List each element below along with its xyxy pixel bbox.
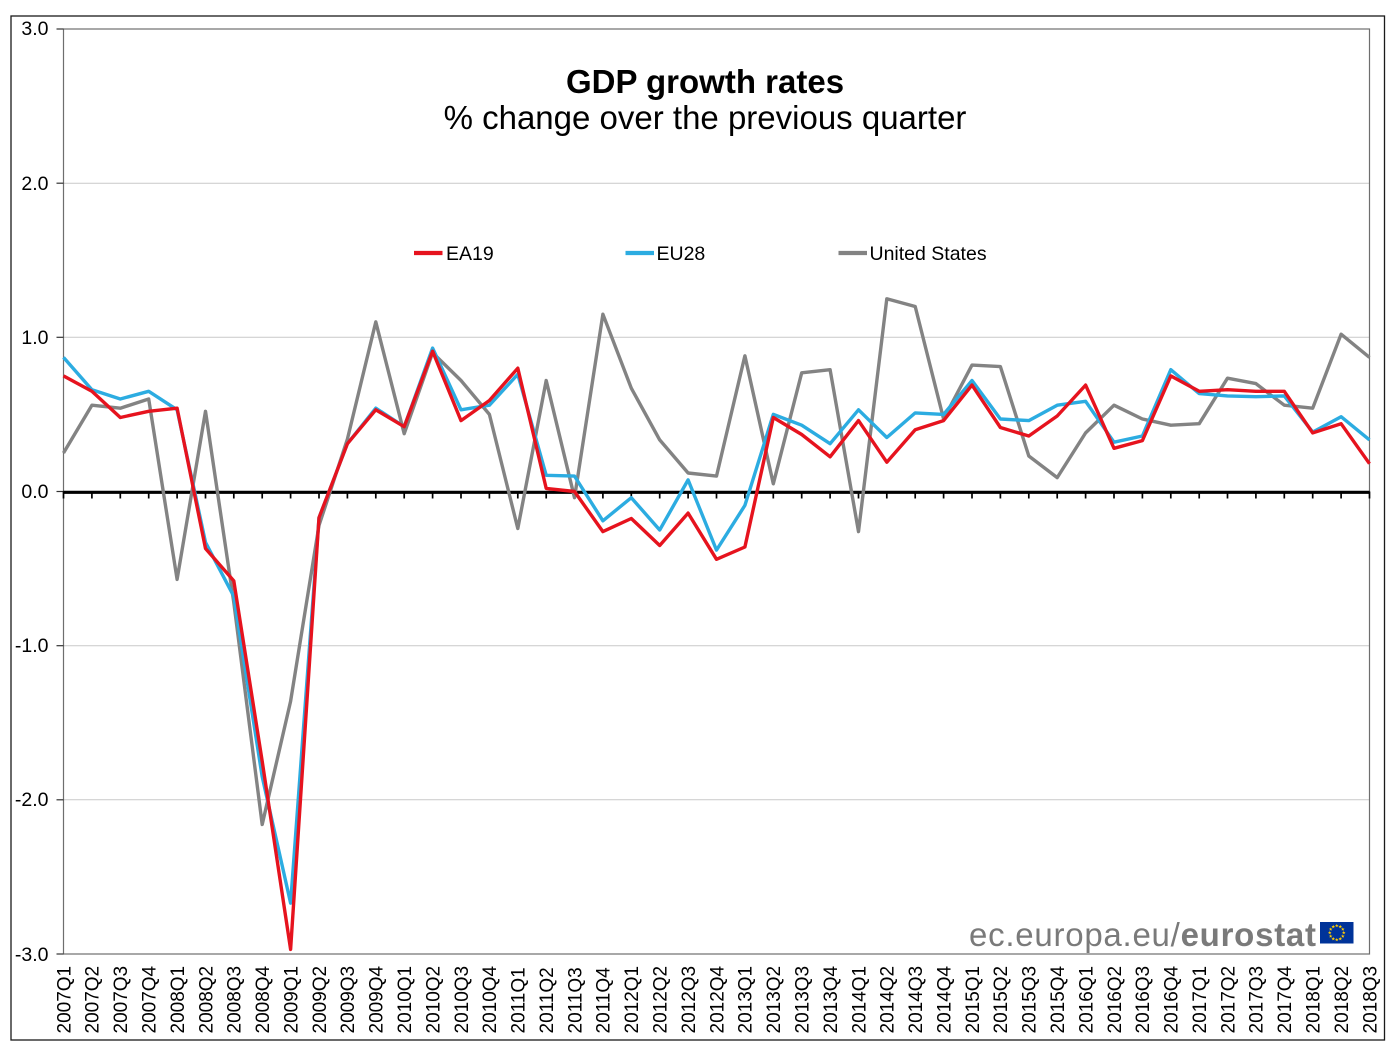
svg-text:2007Q1: 2007Q1 (54, 966, 75, 1034)
svg-text:-1.0: -1.0 (15, 635, 49, 657)
svg-text:2017Q1: 2017Q1 (1190, 966, 1211, 1034)
svg-text:2008Q1: 2008Q1 (168, 966, 189, 1034)
svg-text:2013Q2: 2013Q2 (764, 966, 785, 1034)
svg-text:2017Q2: 2017Q2 (1218, 966, 1239, 1034)
svg-text:2.0: 2.0 (21, 173, 48, 195)
svg-text:2009Q1: 2009Q1 (281, 966, 302, 1034)
svg-text:2018Q1: 2018Q1 (1304, 966, 1325, 1034)
svg-text:2010Q3: 2010Q3 (452, 966, 473, 1034)
svg-text:-3.0: -3.0 (15, 944, 49, 966)
svg-text:2017Q3: 2017Q3 (1247, 966, 1268, 1034)
svg-text:2016Q2: 2016Q2 (1105, 966, 1126, 1034)
svg-text:1.0: 1.0 (21, 327, 48, 349)
svg-text:2008Q4: 2008Q4 (253, 965, 274, 1033)
svg-text:2015Q3: 2015Q3 (1020, 966, 1041, 1034)
svg-text:2007Q3: 2007Q3 (111, 966, 132, 1034)
svg-text:2014Q1: 2014Q1 (849, 966, 870, 1034)
svg-text:2010Q4: 2010Q4 (480, 965, 501, 1033)
svg-text:ec.europa.eu/eurostat: ec.europa.eu/eurostat (969, 916, 1317, 953)
svg-text:2013Q4: 2013Q4 (821, 965, 842, 1033)
svg-text:2007Q4: 2007Q4 (140, 965, 161, 1033)
svg-text:2016Q4: 2016Q4 (1162, 965, 1183, 1033)
svg-text:2018Q3: 2018Q3 (1360, 966, 1381, 1034)
svg-text:2014Q4: 2014Q4 (934, 965, 955, 1033)
svg-text:2007Q2: 2007Q2 (83, 966, 104, 1034)
svg-text:GDP growth rates: GDP growth rates (566, 63, 844, 100)
svg-text:3.0: 3.0 (21, 18, 48, 40)
svg-text:2008Q3: 2008Q3 (225, 966, 246, 1034)
svg-text:2013Q1: 2013Q1 (736, 966, 757, 1034)
svg-text:2011Q4: 2011Q4 (594, 967, 615, 1034)
svg-text:2008Q2: 2008Q2 (196, 966, 217, 1034)
svg-text:-2.0: -2.0 (15, 789, 49, 811)
svg-text:2014Q2: 2014Q2 (878, 966, 899, 1034)
svg-text:2009Q4: 2009Q4 (367, 965, 388, 1033)
svg-text:2010Q1: 2010Q1 (395, 966, 416, 1034)
svg-text:United States: United States (870, 243, 987, 265)
svg-text:2011Q2: 2011Q2 (537, 967, 558, 1033)
svg-text:% change over the previous qua: % change over the previous quarter (444, 99, 967, 136)
svg-text:2012Q1: 2012Q1 (622, 966, 643, 1034)
svg-text:2016Q1: 2016Q1 (1076, 966, 1097, 1034)
svg-text:2017Q4: 2017Q4 (1275, 965, 1296, 1033)
svg-text:2015Q1: 2015Q1 (963, 966, 984, 1034)
svg-text:2009Q3: 2009Q3 (338, 966, 359, 1034)
svg-text:EA19: EA19 (446, 243, 494, 265)
svg-text:2009Q2: 2009Q2 (310, 966, 331, 1034)
svg-text:2016Q3: 2016Q3 (1133, 966, 1154, 1034)
svg-text:2015Q4: 2015Q4 (1048, 965, 1069, 1033)
svg-text:2012Q3: 2012Q3 (679, 966, 700, 1034)
svg-text:2014Q3: 2014Q3 (906, 966, 927, 1034)
svg-text:2015Q2: 2015Q2 (991, 966, 1012, 1034)
svg-text:0.0: 0.0 (21, 481, 48, 503)
svg-text:2010Q2: 2010Q2 (423, 966, 444, 1034)
svg-text:2011Q3: 2011Q3 (565, 967, 586, 1033)
svg-text:2013Q3: 2013Q3 (793, 966, 814, 1034)
svg-text:2012Q4: 2012Q4 (707, 965, 728, 1033)
svg-text:EU28: EU28 (657, 243, 706, 265)
svg-text:2011Q1: 2011Q1 (509, 967, 530, 1033)
svg-text:2018Q2: 2018Q2 (1332, 966, 1353, 1034)
svg-text:2012Q2: 2012Q2 (651, 966, 672, 1034)
